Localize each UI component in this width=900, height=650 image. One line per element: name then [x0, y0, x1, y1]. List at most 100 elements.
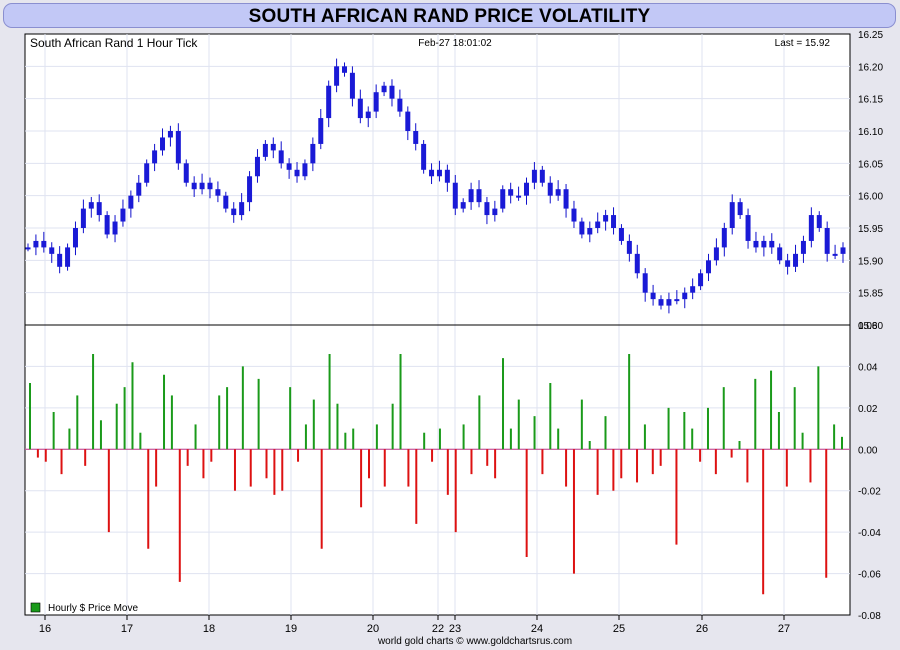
candle-body	[254, 156, 260, 177]
candle-body	[531, 169, 537, 183]
candle-body	[381, 85, 387, 93]
x-tick-label: 19	[285, 623, 297, 635]
candle-body	[373, 92, 379, 112]
candle-body	[80, 208, 86, 228]
candle-body	[302, 163, 308, 177]
y-tick-upper: 15.80	[858, 321, 883, 332]
y-tick-lower: 0.04	[858, 362, 878, 373]
candle-body	[231, 208, 237, 216]
y-tick-lower: -0.08	[858, 611, 881, 622]
candle-body	[160, 137, 166, 151]
candle-body	[492, 208, 498, 216]
y-tick-upper: 15.90	[858, 256, 883, 267]
candle-body	[199, 182, 205, 190]
candle-body	[207, 182, 213, 190]
candle-body	[508, 189, 514, 196]
candle-body	[555, 189, 561, 196]
candle-body	[429, 169, 435, 177]
candle-body	[539, 169, 545, 183]
candle-body	[310, 143, 316, 164]
candle-body	[152, 150, 158, 164]
y-tick-lower: 0.00	[858, 445, 878, 456]
candle-body	[824, 228, 830, 254]
candle-body	[666, 299, 672, 306]
x-tick-label: 16	[39, 623, 51, 635]
candle-body	[88, 202, 94, 209]
chart-title-bar: SOUTH AFRICAN RAND PRICE VOLATILITY	[3, 3, 896, 28]
candle-body	[587, 228, 593, 235]
candle-body	[523, 182, 529, 196]
candle-body	[397, 98, 403, 112]
candle-body	[128, 195, 134, 209]
candle-body	[175, 131, 181, 164]
candle-body	[579, 221, 585, 235]
candle-body	[547, 182, 553, 196]
candle-body	[516, 195, 522, 198]
candle-body	[642, 273, 648, 293]
candle-body	[690, 286, 696, 293]
candle-body	[72, 228, 78, 248]
candle-body	[326, 85, 332, 119]
candle-body	[65, 247, 71, 267]
candle-body	[349, 72, 355, 99]
price-candles	[25, 58, 846, 314]
candle-body	[389, 85, 395, 99]
candle-body	[721, 228, 727, 248]
candle-body	[650, 292, 656, 300]
y-tick-lower: 0.02	[858, 404, 878, 415]
y-tick-lower: 0.06	[858, 321, 878, 332]
candle-body	[769, 240, 775, 248]
candle-body	[713, 247, 719, 261]
candle-body	[318, 118, 324, 144]
candle-body	[682, 292, 688, 300]
candle-body	[444, 169, 450, 183]
x-tick-label: 17	[121, 623, 133, 635]
candle-body	[334, 66, 340, 86]
candle-body	[698, 273, 704, 287]
candle-body	[112, 221, 118, 235]
candle-body	[413, 131, 419, 144]
candle-body	[460, 202, 466, 209]
candle-body	[500, 189, 506, 209]
candle-body	[25, 247, 31, 250]
candle-body	[674, 299, 680, 302]
footer-credit: world gold charts © www.goldchartsrus.co…	[377, 636, 572, 647]
candle-body	[634, 253, 640, 274]
candle-body	[183, 163, 189, 183]
candle-body	[484, 202, 490, 216]
candle-body	[468, 189, 474, 203]
candle-body	[793, 253, 799, 267]
candle-body	[705, 260, 711, 274]
y-tick-upper: 15.95	[858, 224, 883, 235]
candle-body	[808, 215, 814, 241]
x-tick-label: 27	[778, 623, 790, 635]
candle-body	[120, 208, 126, 222]
candle-body	[342, 66, 348, 73]
candle-body	[737, 202, 743, 216]
candle-body	[840, 247, 846, 254]
candle-body	[357, 98, 363, 119]
chart-title: SOUTH AFRICAN RAND PRICE VOLATILITY	[248, 6, 651, 27]
candle-body	[452, 182, 458, 209]
x-tick-label: 22	[432, 623, 444, 635]
x-tick-label: 20	[367, 623, 379, 635]
candle-body	[595, 221, 601, 228]
last-price: Last = 15.92	[775, 38, 831, 49]
y-tick-upper: 16.05	[858, 159, 883, 170]
candle-body	[96, 202, 102, 216]
candle-body	[729, 202, 735, 228]
candle-body	[270, 143, 276, 151]
candle-body	[436, 169, 442, 177]
candle-body	[278, 150, 284, 164]
candle-body	[223, 195, 229, 209]
legend-swatch	[30, 602, 41, 613]
candle-body	[626, 240, 632, 254]
y-tick-upper: 16.25	[858, 30, 883, 41]
candle-body	[571, 208, 577, 222]
candle-body	[611, 215, 617, 228]
timestamp: Feb-27 18:01:02	[418, 38, 492, 49]
candle-body	[603, 215, 609, 222]
y-tick-lower: -0.02	[858, 487, 881, 498]
candle-body	[800, 240, 806, 254]
